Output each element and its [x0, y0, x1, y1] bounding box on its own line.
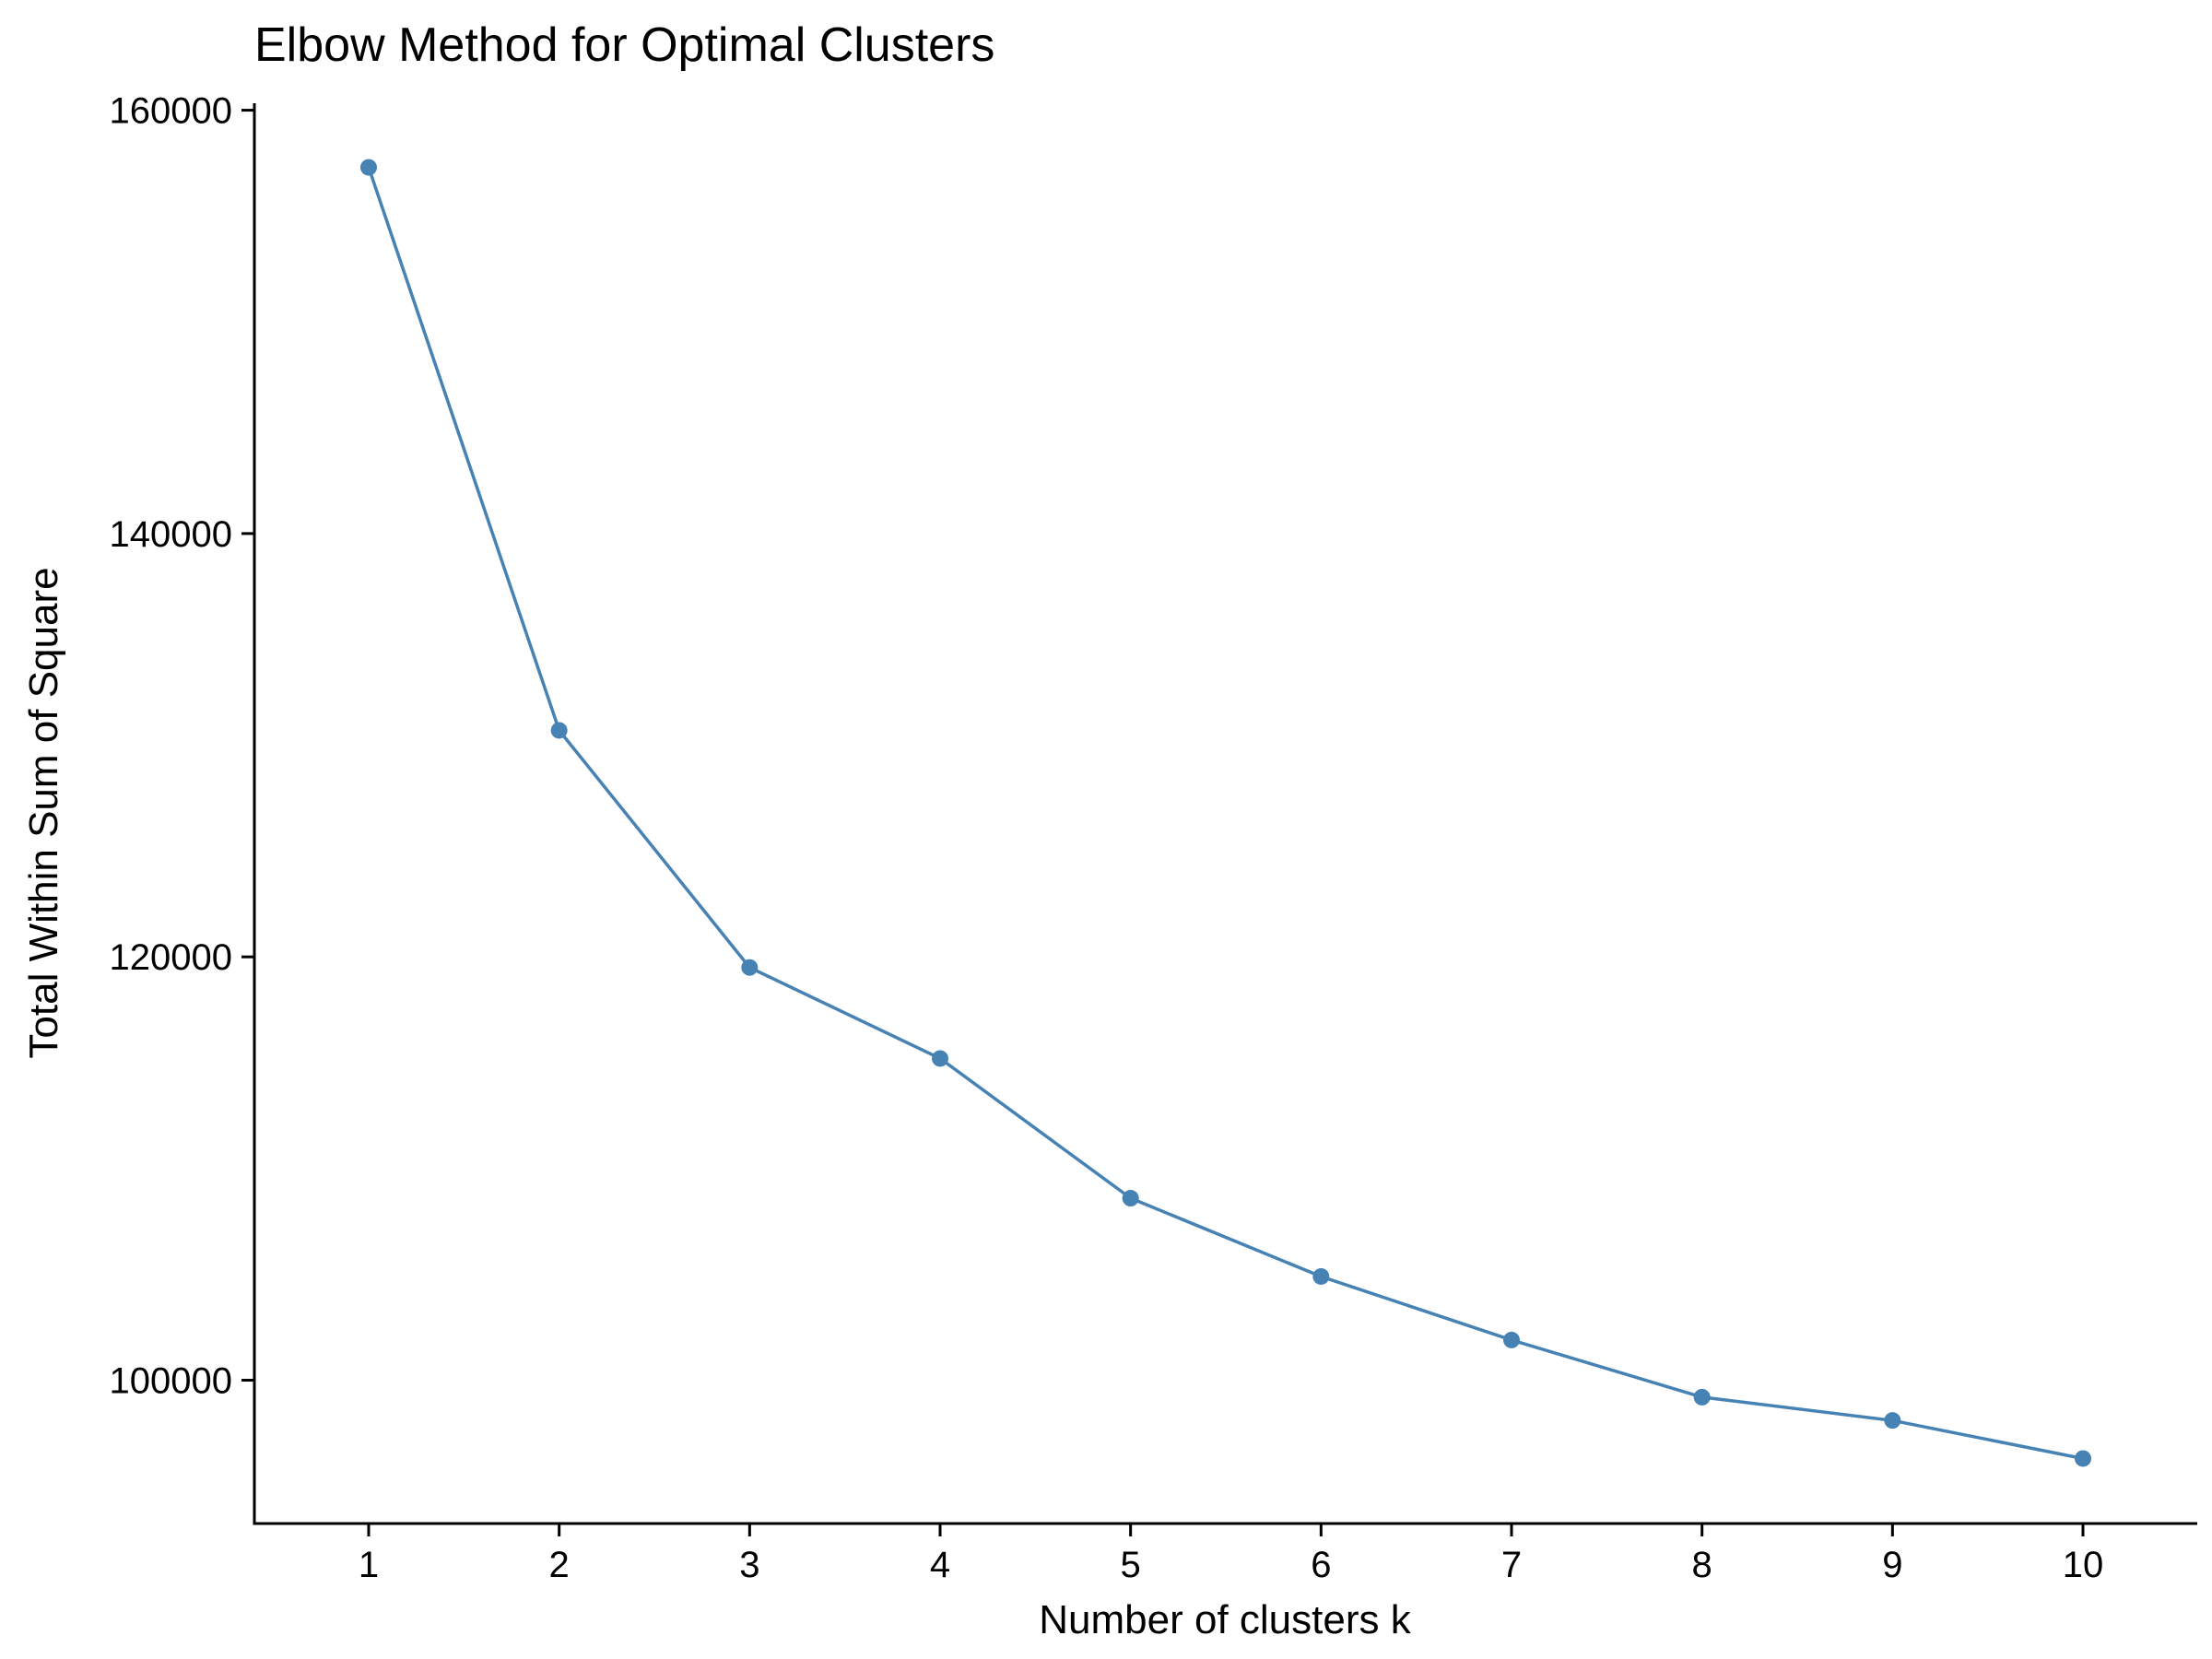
x-tick-label: 6	[1311, 1545, 1331, 1585]
data-point	[1312, 1267, 1330, 1285]
data-point	[2075, 1450, 2091, 1467]
x-axis-label: Number of clusters k	[1039, 1597, 1411, 1642]
data-point	[741, 959, 759, 976]
series-line	[367, 167, 2084, 1461]
data-point	[550, 722, 568, 739]
chart-title: Elbow Method for Optimal Clusters	[254, 18, 994, 72]
data-point	[1693, 1388, 1711, 1406]
x-axis-ticks: 1 2 3 4 5 6 7 8 9 10	[359, 1524, 2103, 1585]
y-axis-ticks: 100000 120000 140000 160000	[110, 91, 254, 1402]
y-axis-label: Total Within Sum of Square	[21, 567, 66, 1058]
x-tick-label: 8	[1692, 1545, 1712, 1585]
data-point	[1503, 1331, 1520, 1348]
y-tick-label: 120000	[110, 937, 232, 978]
x-tick-label: 9	[1882, 1545, 1902, 1585]
y-tick-label: 140000	[110, 514, 232, 555]
y-tick-label: 160000	[110, 91, 232, 132]
x-tick-label: 3	[739, 1545, 759, 1585]
x-tick-label: 10	[2063, 1545, 2104, 1585]
x-tick-label: 1	[359, 1545, 379, 1585]
x-tick-label: 5	[1121, 1545, 1141, 1585]
y-tick-label: 100000	[110, 1361, 232, 1402]
data-point	[1122, 1190, 1139, 1207]
data-point	[1884, 1412, 1901, 1430]
x-tick-label: 7	[1501, 1545, 1522, 1585]
data-points	[360, 159, 2091, 1467]
x-tick-label: 4	[930, 1545, 950, 1585]
x-tick-label: 2	[549, 1545, 570, 1585]
data-point	[360, 159, 377, 176]
data-point	[932, 1050, 948, 1067]
